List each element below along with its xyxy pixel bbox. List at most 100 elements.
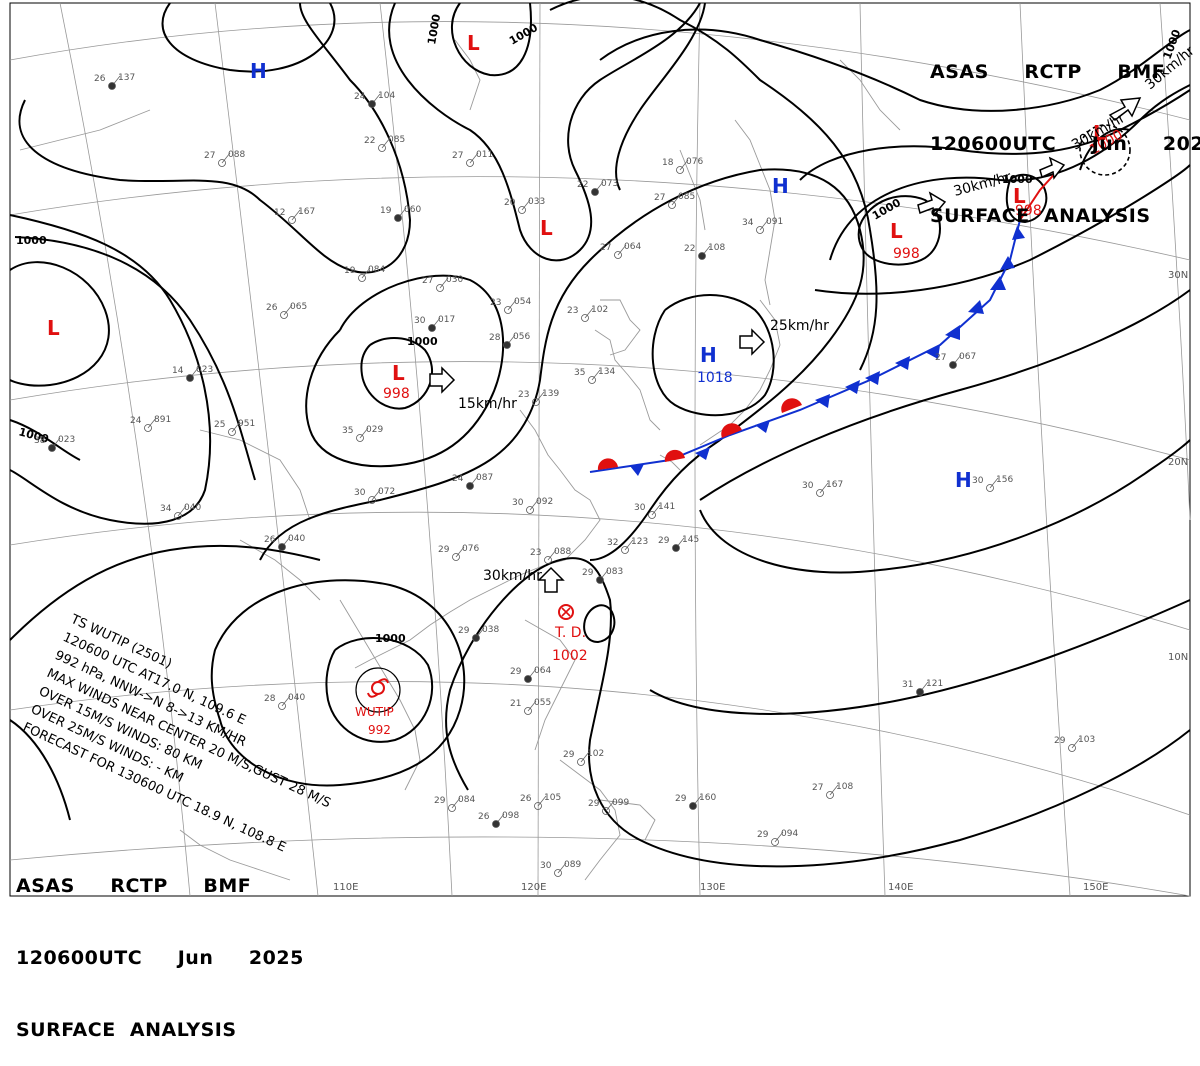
station-pressure: 023 bbox=[196, 365, 213, 375]
station-pressure: 038 bbox=[482, 625, 499, 635]
station-circle bbox=[524, 707, 532, 715]
station-circle bbox=[472, 634, 480, 642]
wind-barb bbox=[547, 549, 557, 561]
station-plot: 12 167 bbox=[274, 207, 315, 224]
station-pressure: 089 bbox=[564, 860, 581, 870]
station-temperature: 30 bbox=[802, 481, 814, 491]
station-pressure: 029 bbox=[366, 425, 383, 435]
movement-speed-label: 30km/hr bbox=[483, 568, 542, 584]
wind-barb bbox=[557, 862, 567, 874]
movement-speed-label: 15km/hr bbox=[458, 396, 517, 412]
station-pressure: 167 bbox=[298, 207, 315, 217]
wind-barb bbox=[291, 209, 301, 221]
station-temperature: 21 bbox=[510, 699, 521, 709]
station-plot: 35 134 bbox=[574, 367, 615, 384]
station-plot: 26 065 bbox=[266, 302, 307, 319]
isobar-label: 1000 bbox=[16, 234, 47, 247]
station-pressure: 951 bbox=[238, 419, 255, 429]
low-center-marker: L bbox=[1093, 121, 1106, 145]
station-temperature: 27 bbox=[452, 151, 463, 161]
station-pressure: 030 bbox=[446, 275, 463, 285]
station-plot: 23 102 bbox=[567, 305, 608, 322]
station-temperature: 30 bbox=[512, 498, 524, 508]
station-pressure: 092 bbox=[536, 497, 553, 507]
header-line-2: 120600UTC Jun 2025 bbox=[930, 133, 1200, 155]
station-plot: 30 167 bbox=[802, 480, 843, 497]
station-circle bbox=[672, 544, 680, 552]
station-pressure: 091 bbox=[766, 217, 783, 227]
low-center-marker: L bbox=[467, 31, 480, 55]
station-plot: 23 139 bbox=[518, 389, 559, 406]
station-plot: 23 088 bbox=[530, 547, 571, 564]
wind-barb bbox=[281, 695, 291, 707]
station-circle bbox=[689, 802, 697, 810]
wind-barb bbox=[177, 505, 187, 517]
station-plot: 34 091 bbox=[742, 217, 783, 234]
station-plot: 29 102 bbox=[563, 749, 604, 766]
station-plot: 26 137 bbox=[94, 73, 135, 90]
station-circle bbox=[676, 166, 684, 174]
station-pressure: 065 bbox=[290, 302, 307, 312]
station-circle bbox=[48, 444, 56, 452]
wind-barb bbox=[361, 267, 371, 279]
station-circle bbox=[218, 159, 226, 167]
station-plot: 19 084 bbox=[344, 265, 385, 282]
isobar-label: 1000 bbox=[375, 632, 406, 645]
wind-barb bbox=[671, 194, 681, 206]
station-temperature: 29 bbox=[757, 830, 769, 840]
header-bottom-left: ASAS RCTP BMF 120600UTC Jun 2025 SURFACE… bbox=[16, 826, 304, 1066]
station-pressure: 023 bbox=[58, 435, 75, 445]
station-pressure: 145 bbox=[682, 535, 699, 545]
station-circle bbox=[108, 82, 116, 90]
station-circle bbox=[668, 201, 676, 209]
station-pressure: 083 bbox=[606, 567, 623, 577]
longitude-labels: 110E 120E 130E 140E 150E bbox=[333, 882, 1108, 893]
high-center-marker: H bbox=[955, 468, 972, 492]
station-temperature: 14 bbox=[172, 366, 184, 376]
station-plot: 19 060 bbox=[380, 205, 421, 222]
station-pressure: 076 bbox=[686, 157, 703, 167]
wind-barb bbox=[221, 152, 231, 164]
footer-line-3: SURFACE ANALYSIS bbox=[16, 1019, 237, 1041]
station-temperature: 29 bbox=[438, 545, 450, 555]
high-center-marker: H bbox=[250, 59, 267, 83]
station-plot: 24 891 bbox=[130, 415, 171, 432]
station-pressure: 011 bbox=[476, 150, 493, 160]
wind-barb bbox=[617, 244, 627, 256]
station-circle bbox=[986, 484, 994, 492]
station-plot: 28 056 bbox=[489, 332, 530, 349]
station-temperature: 29 bbox=[458, 626, 470, 636]
station-pressure: 076 bbox=[462, 544, 479, 554]
station-pressure: 085 bbox=[678, 192, 695, 202]
typhoon-symbol bbox=[367, 678, 389, 698]
station-plot: 21 055 bbox=[510, 698, 551, 715]
station-circle bbox=[144, 424, 152, 432]
station-circle bbox=[466, 482, 474, 490]
station-plot: 30 092 bbox=[512, 497, 553, 514]
station-plot: 18 076 bbox=[662, 157, 703, 174]
station-circle bbox=[524, 675, 532, 683]
station-circle bbox=[378, 144, 386, 152]
wind-barb bbox=[1071, 737, 1081, 749]
station-temperature: 27 bbox=[935, 353, 946, 363]
wind-barb bbox=[535, 391, 545, 403]
station-plot: 26 040 bbox=[264, 534, 305, 551]
station-pressure: 094 bbox=[781, 829, 798, 839]
station-pressure: 099 bbox=[612, 798, 629, 808]
station-circle bbox=[368, 496, 376, 504]
station-temperature: 32 bbox=[607, 538, 618, 548]
lon-label: 120E bbox=[521, 882, 546, 893]
wind-barb bbox=[283, 304, 293, 316]
station-pressure: 102 bbox=[587, 749, 604, 759]
station-circle bbox=[534, 802, 542, 810]
station-plot: 14 023 bbox=[172, 365, 213, 382]
station-plot: 34 040 bbox=[160, 503, 201, 520]
station-temperature: 24 bbox=[130, 416, 142, 426]
wind-barb bbox=[774, 831, 784, 843]
station-pressure: 108 bbox=[836, 782, 853, 792]
station-plot: 30 089 bbox=[540, 860, 581, 877]
station-pressure: 105 bbox=[544, 793, 561, 803]
wind-barb bbox=[989, 477, 999, 489]
station-temperature: 29 bbox=[588, 799, 600, 809]
station-circle bbox=[492, 820, 500, 828]
